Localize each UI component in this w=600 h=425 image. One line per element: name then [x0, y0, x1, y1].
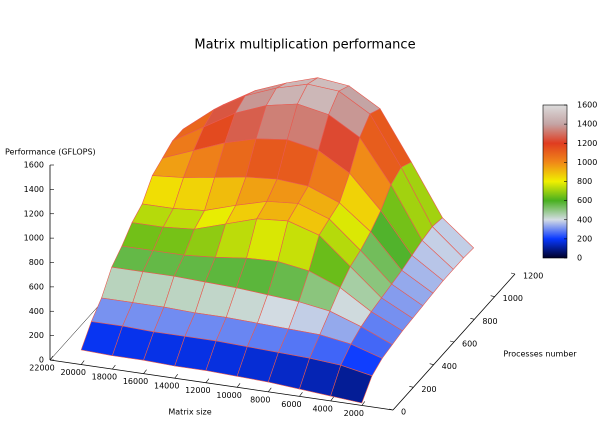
x-tick-label: 10000 [216, 391, 241, 400]
z-tick-label: 1000 [24, 234, 44, 243]
z-tick-label: 200 [29, 331, 44, 340]
x-tick-label: 8000 [250, 395, 270, 404]
x-tick [268, 387, 272, 392]
x-tick [112, 364, 116, 370]
y-tick-label: 1000 [503, 294, 523, 303]
x-axis [49, 359, 394, 411]
y-axis-label: Processes number [503, 350, 577, 359]
colorbar-tick-label: 1400 [577, 120, 597, 129]
colorbar [542, 104, 568, 259]
colorbar-tick-label: 600 [577, 196, 592, 205]
colorbar-tick-label: 400 [577, 215, 592, 224]
z-tick-label: 0 [39, 356, 44, 365]
x-tick-label: 12000 [185, 386, 210, 395]
y-tick [449, 340, 455, 343]
x-tick [330, 396, 334, 402]
colorbar-tick-label: 0 [577, 254, 582, 263]
x-tick-label: 4000 [312, 404, 332, 413]
x-tick [236, 383, 241, 388]
x-tick [299, 392, 303, 397]
colorbar-tick-label: 1600 [577, 101, 597, 110]
y-tick-label: 0 [401, 408, 406, 417]
z-tick-label: 400 [29, 307, 44, 316]
y-tick-label: 200 [421, 385, 436, 394]
chart-title: Matrix multiplication performance [194, 38, 415, 53]
x-tick-label: 18000 [92, 373, 117, 382]
x-tick [361, 401, 366, 406]
z-tick-label: 800 [29, 258, 44, 267]
y-tick [388, 408, 394, 411]
x-tick-label: 22000 [29, 364, 54, 373]
x-tick [143, 369, 147, 374]
y-tick-label: 400 [442, 362, 457, 371]
x-axis-label: Matrix size [168, 408, 211, 417]
x-tick [174, 374, 178, 379]
y-tick-label: 800 [482, 317, 497, 326]
x-tick [49, 355, 54, 361]
x-tick-label: 20000 [60, 368, 85, 377]
y-tick-label: 1200 [523, 272, 543, 281]
x-tick [205, 378, 210, 383]
z-tick-label: 600 [29, 282, 44, 291]
colorbar-tick-label: 200 [577, 234, 592, 243]
colorbar-tick-label: 1000 [577, 158, 597, 167]
surface [80, 77, 475, 404]
z-axis-label: Performance (GFLOPS) [5, 148, 96, 157]
y-tick [490, 295, 495, 297]
y-tick [429, 363, 434, 365]
y-tick [510, 272, 516, 275]
x-tick [80, 360, 85, 365]
z-tick-label: 1600 [24, 161, 44, 170]
x-tick-label: 16000 [123, 377, 148, 386]
colorbar-tick-label: 800 [577, 177, 592, 186]
z-tick-label: 1200 [24, 209, 44, 218]
y-tick [409, 386, 414, 388]
x-tick-label: 2000 [344, 409, 364, 418]
x-tick-label: 6000 [281, 400, 301, 409]
z-tick-label: 1400 [24, 185, 44, 194]
y-tick-label: 600 [462, 340, 477, 349]
colorbar-tick-label: 1200 [577, 139, 597, 148]
x-tick-label: 14000 [154, 382, 179, 391]
y-tick [470, 318, 475, 320]
surface-cell [330, 364, 373, 404]
